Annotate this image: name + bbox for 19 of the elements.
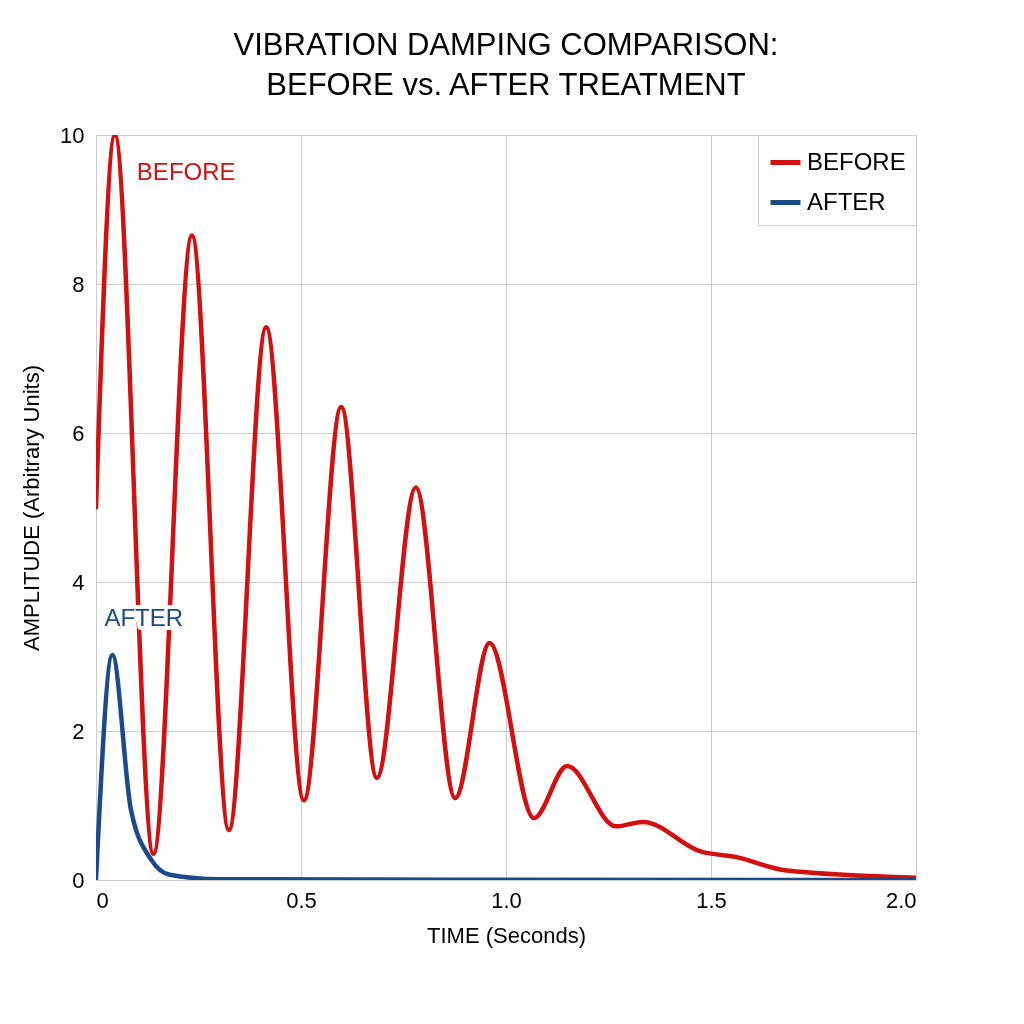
x-tick-label: 1.0 <box>491 887 522 913</box>
line-series <box>96 135 916 880</box>
line-series <box>96 652 916 880</box>
legend-label: BEFORE <box>807 147 906 175</box>
y-axis-title: AMPLITUDE (Arbitrary Units) <box>19 364 45 652</box>
x-tick-label: 0 <box>96 887 109 913</box>
x-axis-title: TIME (Seconds) <box>427 922 586 948</box>
y-tick-label: 10 <box>60 122 85 148</box>
y-tick-label: 8 <box>72 271 85 297</box>
chart-title: VIBRATION DAMPING COMPARISON: BEFORE vs. AFTER TREATMENT <box>233 27 779 102</box>
y-tick-label: 4 <box>72 569 85 595</box>
y-tick-label: 6 <box>72 420 85 446</box>
x-tick-label: 0.5 <box>286 887 317 913</box>
x-tick-label: 1.5 <box>696 887 727 913</box>
text: BEFORE <box>136 158 236 185</box>
legend-label: AFTER <box>807 187 886 215</box>
x-tick-label: 2.0 <box>885 887 917 913</box>
y-tick-label: 2 <box>72 718 85 744</box>
y-tick-label: 0 <box>72 867 85 893</box>
